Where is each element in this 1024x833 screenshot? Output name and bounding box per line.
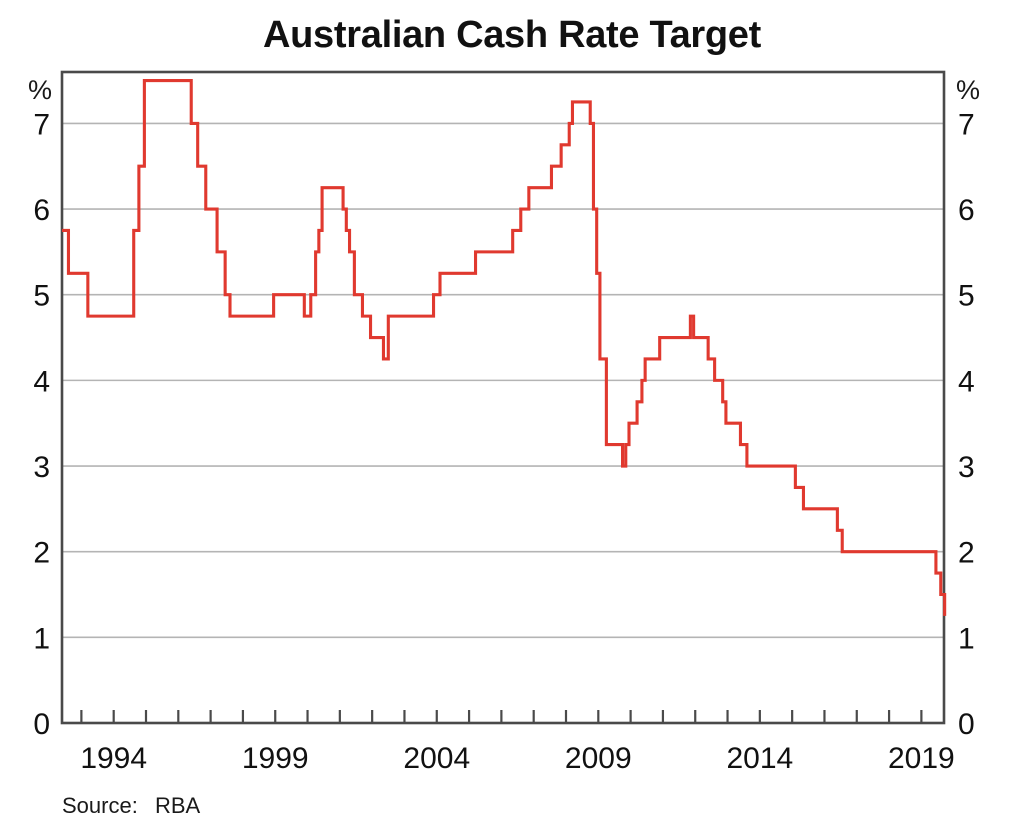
y-tick-label-right-1: 1 — [958, 622, 975, 655]
y-tick-label-3: 3 — [33, 451, 50, 484]
y-tick-label-5: 5 — [33, 280, 50, 313]
x-tick-label-2009: 2009 — [565, 742, 632, 775]
data-series-group — [62, 79, 947, 616]
source-label: Source: — [62, 793, 138, 818]
y-tick-label-right-3: 3 — [958, 451, 975, 484]
y-tick-label-0: 0 — [33, 708, 50, 741]
source-note: Source: RBA — [62, 793, 200, 819]
x-tick-label-2014: 2014 — [726, 742, 793, 775]
y-tick-label-right-6: 6 — [958, 194, 975, 227]
y-tick-labels-group: 0 1 2 3 4 5 6 7 — [33, 108, 50, 741]
frame-rect — [60, 70, 946, 725]
x-tick-label-1994: 1994 — [80, 742, 147, 775]
y-tick-label-1: 1 — [33, 622, 50, 655]
y-tick-labels-right-group: 0 1 2 3 4 5 6 7 — [958, 108, 975, 741]
gridlines-group — [62, 122, 944, 639]
source-value: RBA — [154, 793, 201, 818]
y-tick-label-right-4: 4 — [958, 365, 975, 398]
x-tick-label-2004: 2004 — [403, 742, 470, 775]
x-tick-label-1999: 1999 — [242, 742, 309, 775]
y-tick-label-right-2: 2 — [958, 537, 975, 570]
x-tick-label-2019: 2019 — [888, 742, 955, 775]
chart-title: Australian Cash Rate Target — [263, 14, 761, 56]
plot-frame — [60, 70, 946, 725]
x-minor-ticks-group — [80, 710, 923, 723]
y-tick-label-right-7: 7 — [958, 108, 975, 141]
y-tick-label-right-0: 0 — [958, 708, 975, 741]
y-tick-label-7: 7 — [33, 108, 50, 141]
x-tick-labels-group: 1994 1999 2004 2009 2014 2019 — [80, 742, 954, 775]
series-line-0 — [62, 79, 947, 616]
y-axis-unit-left: % — [28, 75, 52, 105]
y-tick-label-6: 6 — [33, 194, 50, 227]
y-tick-label-right-5: 5 — [958, 280, 975, 313]
y-axis-unit-right: % — [956, 75, 980, 105]
y-tick-label-4: 4 — [33, 365, 50, 398]
y-tick-label-2: 2 — [33, 537, 50, 570]
